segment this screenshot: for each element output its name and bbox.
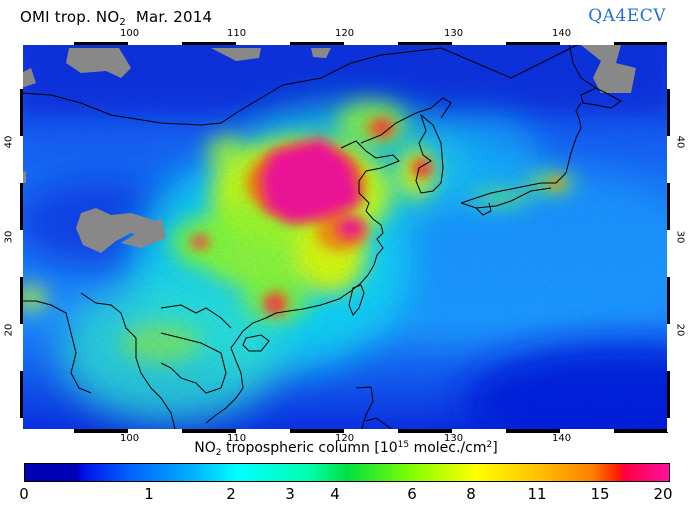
map-title: OMI trop. NO2 Mar. 2014: [20, 8, 213, 28]
colorbar-tick: 20: [653, 485, 673, 503]
map-frame-left: [20, 42, 23, 432]
lat-tick-right: 40: [674, 135, 686, 149]
lat-tick-left: 40: [3, 135, 15, 149]
lat-tick-right: 30: [674, 230, 686, 244]
lat-tick-left: 30: [3, 230, 15, 244]
lon-tick-top: 140: [552, 28, 572, 39]
colorbar-tick: 6: [407, 485, 417, 503]
map-frame-top: [20, 42, 670, 45]
lon-tick-top: 120: [335, 28, 355, 39]
lat-tick-right: 20: [674, 323, 686, 337]
colorbar-tick: 3: [285, 485, 295, 503]
lon-tick-bottom: 120: [335, 433, 355, 444]
lon-tick-bottom: 140: [552, 433, 572, 444]
no2-field-graphic: [21, 43, 669, 431]
lon-tick-bottom: 110: [227, 433, 247, 444]
colorbar-tick: 4: [330, 485, 340, 503]
lat-tick-left: 20: [3, 323, 15, 337]
colorbar-tick: 11: [527, 485, 547, 503]
lon-tick-top: 130: [444, 28, 464, 39]
no2-heatmap: [20, 42, 670, 432]
lon-tick-top: 100: [120, 28, 140, 39]
brand-label: QA4ECV: [588, 6, 666, 26]
map-frame-bottom: [20, 429, 670, 433]
colorbar-tick: 2: [226, 485, 236, 503]
colorbar-tick: 1: [144, 485, 154, 503]
colorbar-tick: 0: [19, 485, 29, 503]
colorbar-tick: 15: [590, 485, 610, 503]
lon-tick-bottom: 100: [120, 433, 140, 444]
colorbar: [24, 463, 670, 482]
map-frame-right: [667, 42, 670, 432]
lon-tick-top: 110: [227, 28, 247, 39]
colorbar-title: NO2 tropospheric column [1015 molec./cm2…: [194, 440, 498, 458]
lon-tick-bottom: 130: [444, 433, 464, 444]
colorbar-tick: 8: [466, 485, 476, 503]
